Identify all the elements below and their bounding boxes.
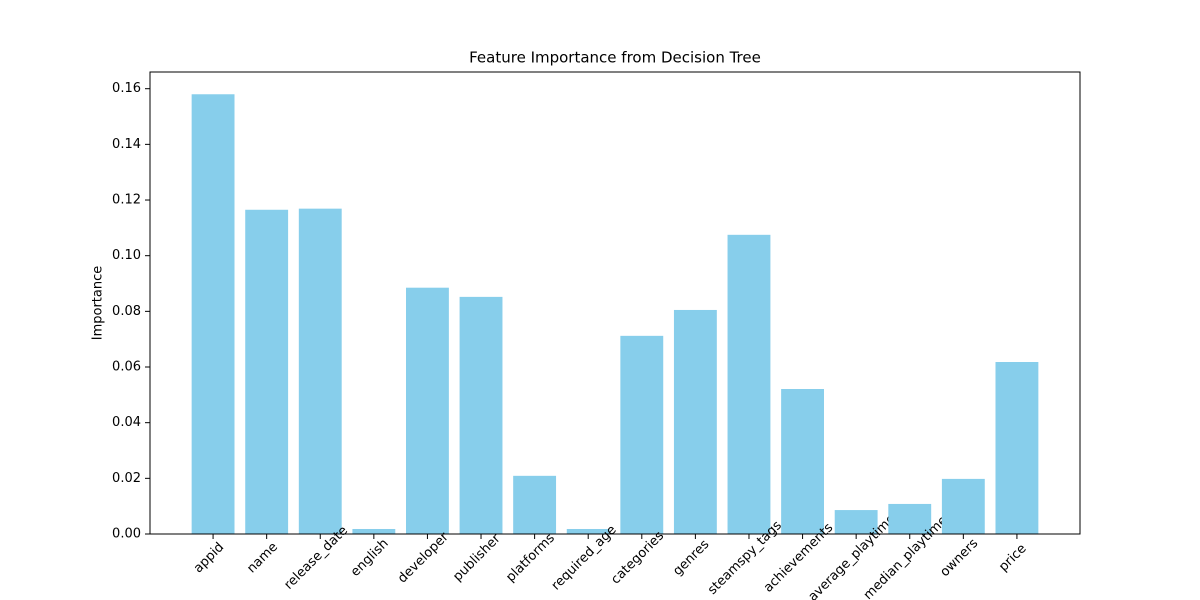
x-tick-label: genres xyxy=(670,537,712,579)
y-tick-label: 0.16 xyxy=(112,81,141,96)
chart-title: Feature Importance from Decision Tree xyxy=(469,49,761,67)
x-tick-label: english xyxy=(348,536,392,580)
bar xyxy=(888,503,932,534)
bar xyxy=(566,528,610,534)
y-tick-label: 0.02 xyxy=(112,471,141,486)
bar xyxy=(298,208,342,535)
x-tick-label: categories xyxy=(608,528,667,587)
y-axis-label: Importance xyxy=(91,266,106,341)
bar xyxy=(727,234,771,535)
bar xyxy=(620,335,664,534)
y-tick-label: 0.08 xyxy=(112,304,141,319)
bar xyxy=(245,209,289,534)
bar xyxy=(834,510,878,534)
y-tick-label: 0.14 xyxy=(112,137,141,152)
bar xyxy=(191,94,235,534)
x-tick-label: platforms xyxy=(503,531,558,586)
x-tick-label: publisher xyxy=(450,531,504,585)
bar xyxy=(459,296,503,534)
x-tick-label: owners xyxy=(937,536,981,580)
bar xyxy=(995,362,1039,534)
y-tick-label: 0.04 xyxy=(112,415,141,430)
x-tick-label: developer xyxy=(395,529,452,586)
y-tick-label: 0.00 xyxy=(112,527,141,542)
y-tick-label: 0.10 xyxy=(112,248,141,263)
plot-frame xyxy=(149,71,1081,535)
x-tick-label: appid xyxy=(191,540,227,576)
bar xyxy=(941,478,985,534)
bar xyxy=(513,475,557,534)
bar xyxy=(405,287,449,534)
bar xyxy=(352,528,396,534)
x-tick-label: price xyxy=(996,541,1029,574)
x-tick-label: name xyxy=(244,540,281,577)
bar xyxy=(781,388,825,534)
y-tick-label: 0.12 xyxy=(112,193,141,208)
bar xyxy=(673,309,717,534)
y-tick-label: 0.06 xyxy=(112,360,141,375)
